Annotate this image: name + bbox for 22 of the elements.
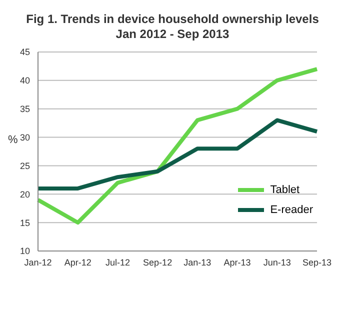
x-tick-label: Jul-12	[105, 257, 130, 268]
chart-title: Fig 1. Trends in device household ownership levels	[25, 12, 320, 27]
x-tick-label: Jan-13	[184, 257, 212, 268]
x-tick-label: Jan-12	[24, 257, 52, 268]
x-tick-label: Apr-13	[224, 257, 251, 268]
y-tick-label: 20	[20, 189, 30, 200]
y-axis-title: %	[8, 134, 18, 146]
y-tick-label: 15	[20, 218, 30, 228]
x-tick-label: Jun-13	[263, 257, 291, 268]
y-tick-label: 25	[20, 160, 30, 171]
y-tick-label: 30	[20, 132, 30, 142]
line-series	[36, 67, 319, 225]
chart-subtitle: Jan 2012 - Sep 2013	[114, 27, 230, 42]
y-tick-label: 45	[20, 47, 30, 58]
y-tick-label: 40	[20, 76, 30, 86]
y-tick-label: 35	[20, 104, 30, 114]
legend-label: E-reader	[270, 204, 313, 216]
x-tick-label: Sep-13	[302, 257, 332, 268]
x-tick-label: Sep-12	[143, 257, 172, 268]
y-tick-label: 10	[20, 246, 30, 256]
legend-label: Tablet	[270, 184, 300, 196]
x-tick-label: Apr-12	[64, 257, 92, 268]
